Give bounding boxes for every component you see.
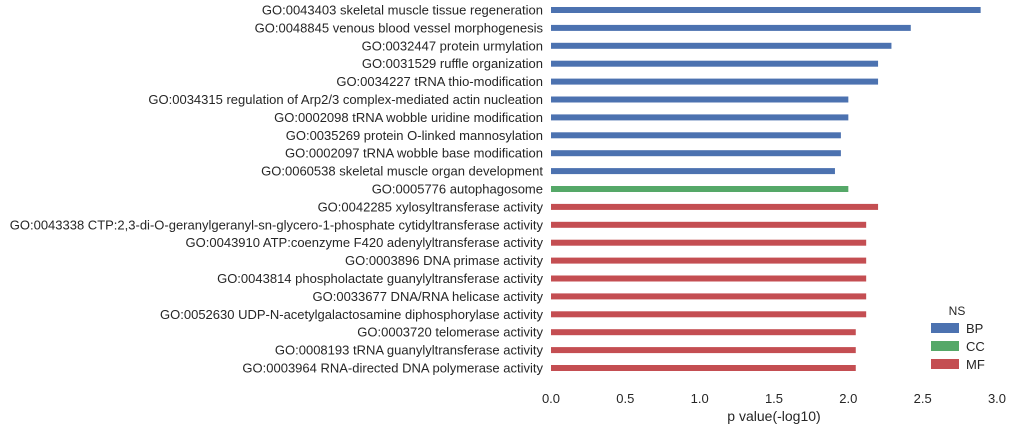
bar-0 [551,7,981,13]
category-label-5: GO:0034315 regulation of Arp2/3 complex-… [148,92,543,107]
bar-2 [551,42,892,49]
category-label-6: GO:0002098 tRNA wobble uridine modificat… [274,110,543,125]
category-label-13: GO:0043910 ATP:coenzyme F420 adenylyltra… [186,235,544,250]
x-tick-label-5: 2.5 [914,391,932,406]
category-label-15: GO:0043814 phospholactate guanylyltransf… [217,271,543,286]
bar-11 [551,203,879,210]
x-tick-label-3: 1.5 [765,391,783,406]
category-label-19: GO:0008193 tRNA guanylyltransferase acti… [275,343,544,358]
category-label-18: GO:0003720 telomerase activity [357,325,543,340]
legend-label-mf: MF [966,357,985,372]
category-label-0: GO:0043403 skeletal muscle tissue regene… [262,3,543,18]
category-label-9: GO:0060538 skeletal muscle organ develop… [261,164,543,179]
legend-swatch-mf [931,359,959,369]
category-label-14: GO:0003896 DNA primase activity [345,253,543,268]
category-label-3: GO:0031529 ruffle organization [362,56,543,71]
category-label-12: GO:0043338 CTP:2,3-di-O-geranylgeranyl-s… [10,217,544,232]
category-label-7: GO:0035269 protein O-linked mannosylatio… [286,128,543,143]
x-axis-ticks: 0.0 0.5 1.0 1.5 2.0 2.5 3.0 [542,391,1006,406]
x-tick-label-1: 0.5 [616,391,634,406]
bar-19 [551,347,856,354]
category-label-16: GO:0033677 DNA/RNA helicase activity [313,289,544,304]
bar-7 [551,132,841,139]
category-labels: GO:0043403 skeletal muscle tissue regene… [10,3,544,376]
bar-8 [551,150,841,157]
bar-5 [551,96,849,103]
bar-12 [551,221,867,228]
legend-title: NS [949,304,966,318]
legend-swatch-bp [931,323,959,333]
legend-label-bp: BP [966,321,983,336]
category-label-4: GO:0034227 tRNA thio-modification [336,74,543,89]
category-label-10: GO:0005776 autophagosome [372,182,543,197]
category-label-11: GO:0042285 xylosyltransferase activity [318,199,544,214]
bar-17 [551,311,867,318]
bar-20 [551,365,856,371]
bar-15 [551,275,867,282]
bar-16 [551,293,867,300]
bar-10 [551,186,849,192]
bar-18 [551,329,856,336]
bar-13 [551,239,867,246]
bar-3 [551,60,879,67]
bars-group [551,7,981,371]
bar-4 [551,78,879,85]
category-label-1: GO:0048845 venous blood vessel morphogen… [255,20,544,35]
legend-label-cc: CC [966,339,985,354]
legend-swatch-cc [931,341,959,351]
category-label-20: GO:0003964 RNA-directed DNA polymerase a… [242,361,543,376]
bar-9 [551,168,835,175]
x-tick-label-6: 3.0 [988,391,1006,406]
category-label-8: GO:0002097 tRNA wobble base modification [285,146,543,161]
category-label-17: GO:0052630 UDP-N-acetylgalactosamine dip… [160,307,543,322]
bar-14 [551,257,867,264]
x-tick-label-4: 2.0 [839,391,857,406]
x-tick-label-2: 1.0 [691,391,709,406]
bar-1 [551,24,911,31]
category-label-2: GO:0032447 protein urmylation [362,38,543,53]
x-axis-title: p value(-log10) [727,408,820,424]
bar-6 [551,114,849,121]
x-tick-label-0: 0.0 [542,391,560,406]
